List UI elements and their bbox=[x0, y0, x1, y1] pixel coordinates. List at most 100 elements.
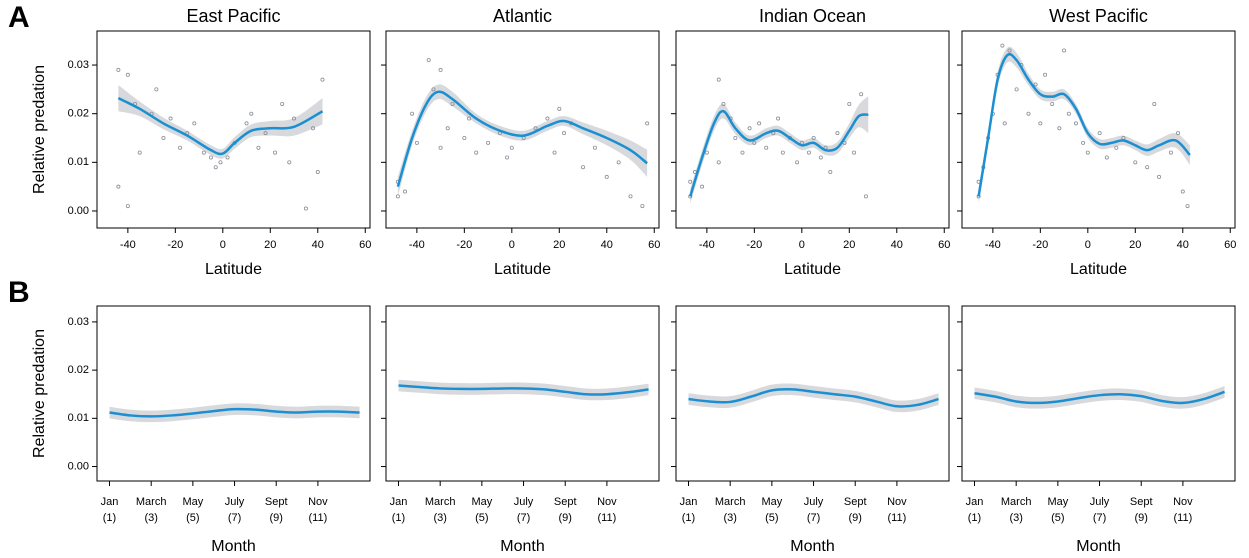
data-point bbox=[716, 77, 721, 82]
plot-frame bbox=[961, 30, 1236, 229]
plot-frame bbox=[675, 305, 950, 482]
data-point bbox=[137, 150, 142, 155]
panel-title: Indian Ocean bbox=[759, 6, 866, 26]
x-tick-label: -20 bbox=[167, 239, 183, 251]
x-tick-label: -20 bbox=[1032, 239, 1048, 251]
y-tick-label: 0.00 bbox=[68, 205, 89, 217]
x-tick-sublabel: (5) bbox=[475, 512, 488, 524]
data-point bbox=[208, 155, 213, 160]
data-point bbox=[752, 140, 757, 145]
data-point bbox=[1081, 140, 1086, 145]
data-point bbox=[533, 126, 538, 131]
data-point bbox=[125, 72, 130, 77]
x-tick-label: Sept bbox=[1130, 496, 1153, 508]
data-point bbox=[721, 101, 726, 106]
x-tick-sublabel: (3) bbox=[723, 512, 736, 524]
data-point bbox=[1066, 111, 1071, 116]
x-tick-label: May bbox=[761, 496, 782, 508]
data-point bbox=[1157, 174, 1162, 179]
smooth-line bbox=[117, 97, 324, 156]
data-point bbox=[303, 206, 308, 211]
data-point bbox=[852, 150, 857, 155]
data-point bbox=[161, 136, 166, 141]
data-point bbox=[592, 145, 597, 150]
data-point bbox=[1104, 155, 1109, 160]
x-axis-label: Latitude bbox=[205, 261, 262, 278]
y-tick-label: 0.02 bbox=[68, 364, 89, 376]
data-point bbox=[1168, 150, 1173, 155]
data-point bbox=[273, 150, 278, 155]
data-point bbox=[450, 101, 455, 106]
x-tick-sublabel: (5) bbox=[186, 512, 199, 524]
data-point bbox=[263, 131, 268, 136]
data-point bbox=[1050, 101, 1055, 106]
x-tick-sublabel: (9) bbox=[558, 512, 571, 524]
smooth-line bbox=[109, 407, 360, 418]
data-point bbox=[1133, 160, 1138, 165]
data-point bbox=[320, 77, 325, 82]
data-point bbox=[700, 184, 705, 189]
data-point bbox=[467, 116, 472, 121]
x-tick-sublabel: (1) bbox=[103, 512, 116, 524]
data-point bbox=[1180, 189, 1185, 194]
plot-frame bbox=[675, 30, 950, 229]
data-point bbox=[1185, 204, 1190, 209]
data-point bbox=[1014, 87, 1019, 92]
y-tick-label: 0.03 bbox=[68, 59, 89, 71]
data-point bbox=[828, 170, 833, 175]
plot-area bbox=[688, 383, 939, 413]
x-tick-label: 60 bbox=[938, 239, 950, 251]
data-point bbox=[414, 140, 419, 145]
data-point bbox=[192, 121, 197, 126]
panel-label: B bbox=[8, 276, 30, 309]
data-point bbox=[704, 150, 709, 155]
x-tick-sublabel: (3) bbox=[433, 512, 446, 524]
data-point bbox=[395, 194, 400, 199]
plot-frame bbox=[96, 30, 371, 229]
data-point bbox=[218, 160, 223, 165]
x-tick-label: Jan bbox=[390, 496, 408, 508]
x-tick-label: July bbox=[225, 496, 245, 508]
x-tick-label: Sept bbox=[554, 496, 577, 508]
data-point bbox=[557, 106, 562, 111]
confidence-band bbox=[118, 84, 323, 159]
data-point bbox=[1085, 150, 1090, 155]
data-point bbox=[438, 67, 443, 72]
data-point bbox=[1062, 48, 1067, 53]
data-point bbox=[733, 136, 738, 141]
smooth-line bbox=[688, 388, 939, 408]
x-tick-label: 0 bbox=[799, 239, 805, 251]
data-point bbox=[1007, 48, 1012, 53]
y-tick-label: 0.02 bbox=[68, 108, 89, 120]
x-tick-sublabel: (7) bbox=[807, 512, 820, 524]
x-tick-label: Sept bbox=[844, 496, 867, 508]
y-tick-label: 0.01 bbox=[68, 156, 89, 168]
x-tick-label: 40 bbox=[891, 239, 903, 251]
x-tick-label: 20 bbox=[843, 239, 855, 251]
data-point bbox=[780, 150, 785, 155]
data-point bbox=[806, 150, 811, 155]
data-point bbox=[757, 121, 762, 126]
data-point bbox=[315, 170, 320, 175]
x-tick-label: July bbox=[1090, 496, 1110, 508]
x-tick-sublabel: (11) bbox=[888, 512, 907, 524]
data-point bbox=[426, 58, 431, 63]
data-point bbox=[249, 111, 254, 116]
x-tick-sublabel: (7) bbox=[1093, 512, 1106, 524]
x-tick-label: 0 bbox=[1085, 239, 1091, 251]
data-point bbox=[1033, 82, 1038, 87]
confidence-band bbox=[397, 84, 648, 197]
x-tick-label: March bbox=[136, 496, 167, 508]
data-point bbox=[1145, 165, 1150, 170]
data-point bbox=[509, 145, 514, 150]
confidence-band bbox=[109, 403, 360, 423]
y-axis-label: Relative predation bbox=[31, 329, 48, 458]
data-point bbox=[716, 160, 721, 165]
data-point bbox=[1152, 101, 1157, 106]
data-point bbox=[462, 136, 467, 141]
smooth-line bbox=[689, 109, 869, 197]
data-point bbox=[505, 155, 510, 160]
y-tick-label: 0.00 bbox=[68, 460, 89, 472]
plot-frame bbox=[96, 305, 371, 482]
x-tick-label: 20 bbox=[553, 239, 565, 251]
